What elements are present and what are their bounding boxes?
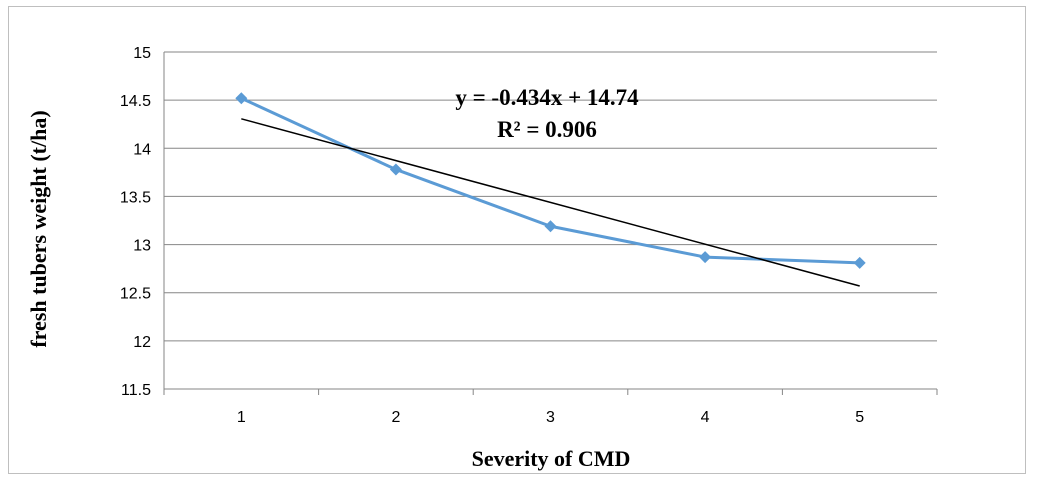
y-tick-label: 13: [133, 238, 151, 255]
series: [235, 92, 866, 269]
y-axis-title: fresh tubers weight (t/ha): [26, 110, 51, 347]
x-tick-label: 4: [701, 409, 710, 426]
trendline: [241, 118, 860, 287]
data-point-marker: [544, 220, 557, 233]
x-tick-labels: 1 2 3 4 5: [237, 409, 864, 426]
y-tick-label: 13.5: [120, 189, 151, 206]
trendline-group: [241, 118, 860, 287]
y-tick-label: 12: [133, 334, 151, 351]
y-tick-label: 15: [133, 45, 151, 62]
axes: [163, 52, 938, 395]
trendline-r2: R² = 0.906: [497, 117, 597, 142]
x-tick-label: 2: [391, 409, 400, 426]
gridlines: [164, 51, 937, 342]
x-tick-label: 1: [237, 409, 246, 426]
data-point-marker: [853, 256, 866, 269]
data-point-marker: [699, 251, 712, 264]
y-tick-label: 11.5: [121, 382, 151, 399]
y-tick-label: 14: [133, 141, 151, 158]
data-point-marker: [235, 92, 248, 105]
trendline-equation: y = -0.434x + 14.74: [455, 85, 639, 110]
y-tick-label: 14.5: [120, 93, 151, 110]
x-tick-label: 5: [855, 409, 864, 426]
x-tick-label: 3: [546, 409, 555, 426]
data-point-marker: [389, 163, 402, 176]
y-tick-label: 12.5: [120, 286, 151, 303]
y-tick-labels: 11.5 12 12.5 13 13.5 14 14.5 15: [120, 45, 151, 399]
x-axis-title: Severity of CMD: [472, 446, 631, 471]
